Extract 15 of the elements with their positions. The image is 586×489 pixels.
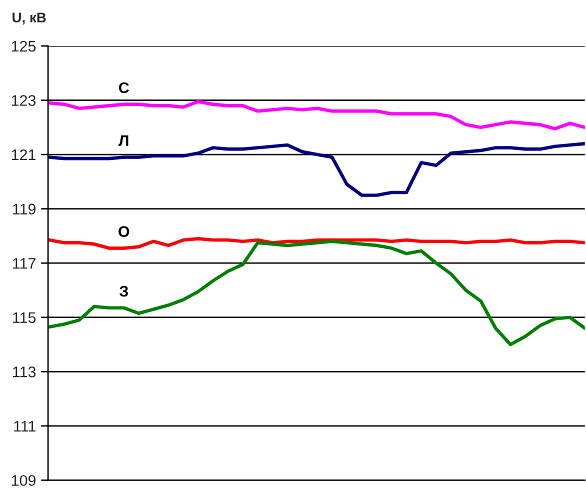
y-tick-label: 117 (13, 258, 36, 269)
series-label: С (118, 82, 129, 94)
y-tick-label: 125 (12, 40, 36, 52)
y-axis-title: U, кВ (12, 12, 46, 24)
y-tick-label: 115 (13, 312, 36, 324)
series-label: З (119, 286, 128, 297)
y-tick-label: 113 (13, 366, 36, 378)
y-tick-label: 111 (14, 420, 36, 432)
y-tick-label: 109 (12, 475, 36, 486)
y-tick-label: 123 (12, 95, 36, 106)
series-label: О (118, 226, 130, 237)
line-series (48, 236, 585, 250)
y-tick-label: 121 (12, 149, 36, 160)
y-tick-label: 119 (13, 204, 36, 214)
series-label: Л (118, 135, 128, 146)
